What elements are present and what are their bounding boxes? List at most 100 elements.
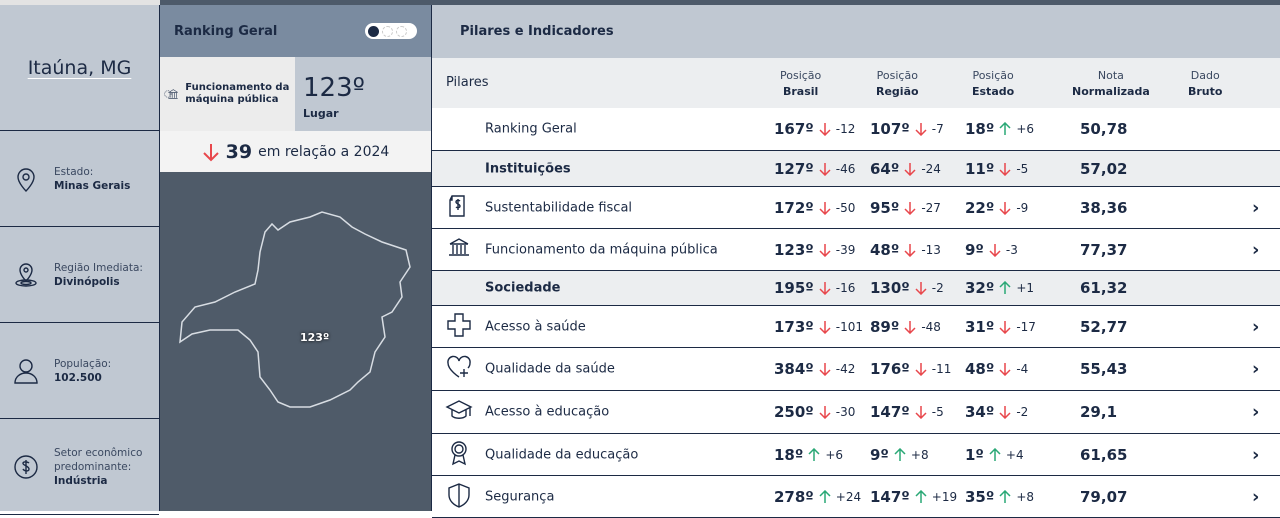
- arrow-down-icon: [999, 162, 1011, 176]
- arrow-down-icon: [819, 243, 831, 257]
- table-row[interactable]: Funcionamento da máquina pública 123º -39…: [432, 229, 1280, 271]
- table-row[interactable]: Segurança 278º +24 147º +19 35º +8 79,07 ›: [432, 476, 1280, 518]
- info-label: Setor econômico predominante:: [54, 446, 143, 473]
- chevron-right-icon[interactable]: ›: [1252, 444, 1260, 465]
- ranking-position-label: Lugar: [303, 107, 339, 120]
- sidebar-info-item: Setor econômico predominante: Indústria: [0, 419, 159, 515]
- pillar-box: Funcionamento da máquina pública: [160, 57, 295, 131]
- table-row[interactable]: Qualidade da educação 18º +6 9º +8 1º +4 61,6…: [432, 434, 1280, 476]
- state-map[interactable]: 123º: [160, 172, 431, 511]
- heart-plus-icon: [447, 355, 471, 378]
- position-rg: 64º -24: [870, 159, 941, 178]
- dot[interactable]: [396, 25, 407, 37]
- row-label: Funcionamento da máquina pública: [485, 242, 718, 257]
- dot[interactable]: [382, 25, 393, 37]
- delta-text: em relação a 2024: [258, 143, 390, 160]
- row-label: Qualidade da educação: [485, 447, 639, 462]
- chevron-right-icon[interactable]: ›: [1252, 358, 1260, 380]
- info-label: População:: [54, 357, 112, 370]
- sidebar-info-item: Estado: Minas Gerais: [0, 131, 159, 227]
- position-rg: 107º -7: [870, 120, 944, 138]
- table-row[interactable]: Sustentabilidade fiscal 172º -50 95º -27 22º…: [432, 187, 1280, 229]
- row-label: Acesso à saúde: [485, 319, 586, 334]
- position-br: 127º -46: [774, 159, 856, 178]
- table-row[interactable]: Acesso à educação 250º -30 147º -5 34º -2 29,…: [432, 391, 1280, 434]
- position-rg: 176º -11: [870, 360, 952, 378]
- user-icon: [14, 358, 38, 384]
- pillar-group-row: Instituições 127º -46 64º -24 11º -5 57,02: [432, 151, 1280, 187]
- position-rg: 9º +8: [870, 445, 929, 464]
- nota-normalizada: 77,37: [1080, 240, 1128, 259]
- position-br: 195º -16: [774, 279, 856, 297]
- table-row[interactable]: Acesso à saúde 173º -101 89º -48 31º -17 52,7…: [432, 306, 1280, 348]
- nota-normalizada: 52,77: [1080, 317, 1128, 336]
- arrow-down-icon: [915, 123, 927, 136]
- table-header: Pilares Posição Brasil Posição Região Posi…: [432, 58, 1280, 108]
- arrow-down-icon: [915, 406, 927, 419]
- chevron-right-icon[interactable]: ›: [1252, 486, 1260, 507]
- position-rg: 147º +19: [870, 487, 958, 506]
- position-br: 172º -50: [774, 198, 856, 217]
- row-label: Qualidade da saúde: [485, 361, 615, 377]
- header-regiao[interactable]: Posição Região: [876, 69, 919, 98]
- row-label: Sociedade: [485, 280, 561, 296]
- position-br: 18º +6: [774, 445, 844, 464]
- chevron-right-icon[interactable]: ›: [1252, 316, 1260, 337]
- nota-normalizada: 29,1: [1080, 403, 1118, 421]
- arrow-down-icon: [202, 143, 219, 161]
- top-strip: [160, 0, 1280, 5]
- sidebar: Itaúna, MG Estado: Minas Gerais Região Ime…: [0, 5, 160, 515]
- arrow-down-icon: [989, 243, 1001, 257]
- city-header: Itaúna, MG: [0, 5, 159, 131]
- chevron-right-icon[interactable]: ›: [1252, 401, 1260, 423]
- arrow-down-icon: [904, 243, 916, 257]
- arrow-down-icon: [819, 406, 831, 419]
- position-rg: 95º -27: [870, 198, 941, 217]
- arrow-down-icon: [999, 363, 1011, 376]
- position-es: 18º +6: [965, 120, 1035, 138]
- position-es: 32º +1: [965, 279, 1035, 297]
- position-br: 123º -39: [774, 240, 856, 259]
- nota-normalizada: 50,78: [1080, 120, 1128, 138]
- table-row: Ranking Geral 167º -12 107º -7 18º +6 50,78: [432, 108, 1280, 151]
- document-dollar-icon: [449, 194, 465, 217]
- arrow-down-icon: [819, 363, 831, 376]
- nota-normalizada: 38,36: [1080, 198, 1128, 217]
- row-label: Ranking Geral: [485, 121, 577, 137]
- map-position-label: 123º: [300, 331, 330, 344]
- carousel-toggle[interactable]: [365, 23, 417, 39]
- position-es: 35º +8: [965, 487, 1035, 506]
- position-br: 250º -30: [774, 403, 856, 421]
- chevron-right-icon[interactable]: ›: [1252, 239, 1260, 260]
- delta-value: 39: [225, 140, 253, 163]
- arrow-down-icon: [915, 363, 927, 376]
- arrow-down-icon: [999, 320, 1011, 334]
- position-br: 278º +24: [774, 487, 862, 506]
- dot-active[interactable]: [368, 25, 379, 37]
- info-label: Estado:: [54, 165, 94, 178]
- nota-normalizada: 55,43: [1080, 360, 1128, 378]
- region-pin-icon: [15, 262, 37, 287]
- position-br: 167º -12: [774, 120, 856, 138]
- header-estado[interactable]: Posição Estado: [972, 69, 1015, 98]
- city-name[interactable]: Itaúna, MG: [27, 56, 132, 79]
- chevron-right-icon[interactable]: ›: [1252, 197, 1260, 218]
- arrow-down-icon: [819, 320, 831, 334]
- row-label: Segurança: [485, 489, 555, 504]
- minas-gerais-map[interactable]: [160, 172, 432, 511]
- header-nota[interactable]: Nota Normalizada: [1072, 69, 1150, 98]
- position-es: 48º -4: [965, 360, 1029, 378]
- arrow-up-icon: [999, 281, 1011, 294]
- row-label: Sustentabilidade fiscal: [485, 200, 633, 215]
- table-row[interactable]: Qualidade da saúde 384º -42 176º -11 48º -4 5…: [432, 348, 1280, 391]
- position-rg: 89º -48: [870, 317, 941, 336]
- ranking-title: Ranking Geral: [174, 23, 278, 39]
- award-ribbon-icon: [451, 440, 467, 465]
- position-rg: 48º -13: [870, 240, 941, 259]
- info-value: Divinópolis: [54, 275, 120, 288]
- arrow-down-icon: [999, 406, 1011, 419]
- arrow-up-icon: [915, 489, 927, 503]
- header-brasil[interactable]: Posição Brasil: [780, 69, 822, 98]
- header-dado[interactable]: Dado Bruto: [1188, 69, 1223, 98]
- arrow-down-icon: [819, 123, 831, 136]
